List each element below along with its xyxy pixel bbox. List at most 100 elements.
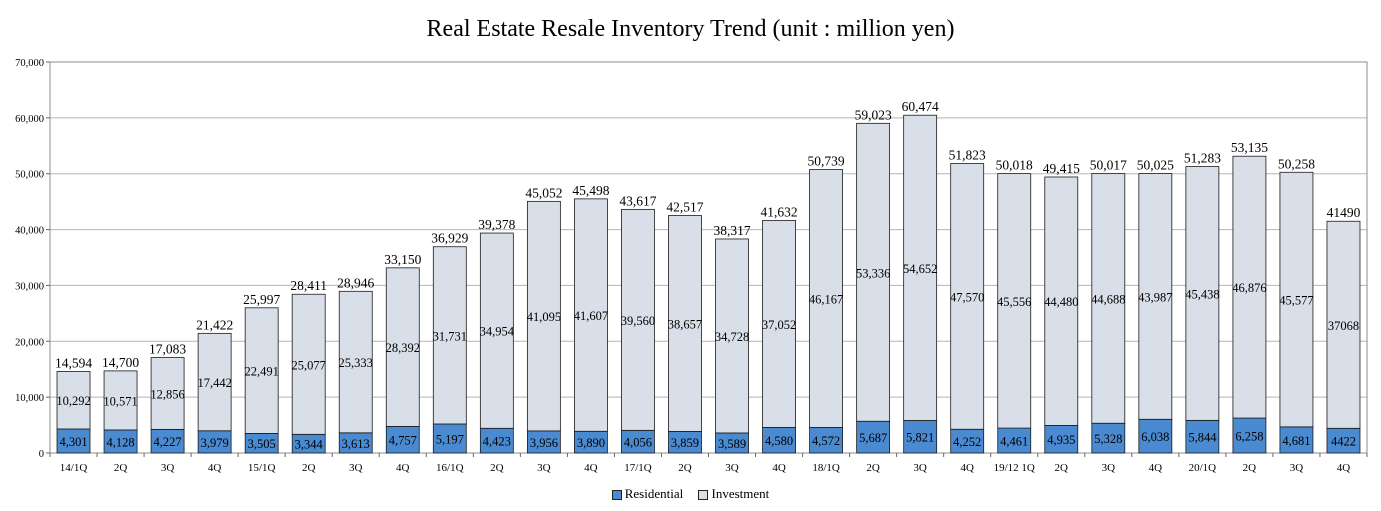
bar-investment [668, 215, 702, 432]
x-tick-label: 3Q [913, 462, 927, 474]
bar-investment [950, 163, 985, 430]
bar-residential [997, 427, 1032, 454]
data-label-total: 59,023 [855, 107, 892, 122]
bar-residential [1279, 426, 1314, 454]
data-label-residential: 4,580 [765, 434, 793, 448]
bar-investment [1185, 166, 1220, 421]
data-label-investment: 12,856 [150, 387, 184, 401]
data-label-total: 33,150 [384, 252, 421, 267]
data-label-residential: 3,505 [248, 437, 276, 451]
data-label-residential: 5,687 [859, 431, 887, 445]
bar-residential [1185, 419, 1220, 454]
data-label-residential: 4,572 [812, 434, 840, 448]
x-tick-label: 3Q [537, 462, 551, 474]
bar-investment [291, 293, 326, 435]
bar-investment [903, 114, 938, 421]
bar-investment [809, 169, 843, 428]
data-label-total: 51,823 [949, 148, 986, 163]
data-label-total: 28,946 [337, 275, 374, 290]
data-label-total: 14,700 [102, 355, 139, 370]
data-label-residential: 4,227 [154, 435, 182, 449]
legend: Residential Investment [0, 486, 1381, 502]
bar-investment [1326, 220, 1361, 429]
data-label-residential: 5,197 [436, 432, 464, 446]
data-label-investment: 10,571 [103, 394, 137, 408]
chart-title: Real Estate Resale Inventory Trend (unit… [426, 16, 955, 42]
data-label-investment: 34,728 [715, 330, 749, 344]
bar-investment [526, 200, 561, 432]
legend-item-residential: Residential [611, 486, 683, 502]
y-tick-label: 60,000 [15, 114, 44, 125]
data-label-total: 17,083 [149, 342, 186, 357]
x-tick-label: 3Q [1290, 462, 1304, 474]
data-label-investment: 45,438 [1185, 287, 1219, 301]
data-label-residential: 3,589 [718, 437, 746, 451]
data-label-investment: 17,442 [197, 376, 231, 390]
data-label-investment: 41,607 [574, 309, 608, 323]
data-label-investment: 43,987 [1138, 290, 1172, 304]
data-label-investment: 41,095 [527, 310, 561, 324]
bar-investment [1044, 176, 1079, 426]
bar-residential [856, 420, 891, 454]
data-label-investment: 54,652 [903, 262, 937, 276]
bar-investment [574, 198, 608, 432]
data-label-total: 50,017 [1090, 158, 1127, 173]
y-tick-label: 10,000 [15, 393, 44, 404]
bar-investment [432, 246, 467, 425]
bar-residential [809, 427, 843, 454]
x-tick-label: 19/12 1Q [994, 462, 1035, 474]
data-label-total: 21,422 [196, 317, 233, 332]
data-label-investment: 46,167 [809, 293, 843, 307]
data-label-total: 39,378 [478, 217, 515, 232]
data-label-residential: 4,461 [1000, 435, 1028, 449]
data-label-investment: 45,577 [1279, 294, 1313, 308]
data-label-total: 50,739 [808, 154, 845, 169]
bar-investment [56, 371, 91, 430]
legend-item-investment: Investment [698, 486, 769, 502]
x-tick-label: 2Q [678, 462, 692, 474]
data-label-residential: 4,681 [1282, 434, 1310, 448]
y-tick-label: 50,000 [15, 170, 44, 181]
bar-investment [1138, 173, 1173, 420]
data-label-residential: 4,056 [624, 436, 652, 450]
data-label-residential: 5,821 [906, 431, 934, 445]
data-label-residential: 4,757 [389, 434, 417, 448]
data-label-residential: 3,979 [201, 436, 229, 450]
data-label-residential: 3,859 [671, 436, 699, 450]
legend-label-investment: Investment [711, 486, 770, 501]
bar-investment [338, 290, 373, 434]
y-tick-label: 40,000 [15, 226, 44, 237]
data-label-total: 36,929 [431, 231, 468, 246]
data-label-investment: 38,657 [668, 317, 702, 331]
x-tick-label: 3Q [1102, 462, 1116, 474]
data-label-total: 28,411 [290, 278, 327, 293]
x-tick-label: 4Q [1337, 462, 1351, 474]
data-label-total: 45,498 [572, 183, 609, 198]
bar-investment [385, 267, 420, 427]
x-tick-label: 4Q [584, 462, 598, 474]
bar-investment [197, 332, 232, 432]
bar-investment [103, 370, 138, 431]
x-tick-label: 14/1Q [60, 462, 88, 474]
data-label-residential: 4,301 [59, 435, 87, 449]
bar-investment [1091, 173, 1126, 424]
data-label-total: 50,018 [996, 158, 1033, 173]
data-label-total: 49,415 [1043, 161, 1080, 176]
data-label-total: 43,617 [619, 193, 656, 208]
y-tick-label: 20,000 [15, 337, 44, 348]
data-label-investment: 22,491 [244, 365, 278, 379]
data-label-residential: 5,328 [1094, 432, 1122, 446]
data-label-total: 42,517 [666, 200, 703, 215]
data-label-investment: 37,052 [762, 318, 796, 332]
bar-investment [621, 208, 655, 431]
data-label-total: 41,632 [760, 204, 797, 219]
x-tick-label: 2Q [114, 462, 128, 474]
x-tick-label: 4Q [772, 462, 786, 474]
x-tick-label: 2Q [490, 462, 504, 474]
data-label-investment: 25,077 [292, 358, 326, 372]
bar-investment [244, 307, 279, 434]
data-label-total: 41490 [1327, 205, 1361, 220]
x-tick-label: 2Q [302, 462, 316, 474]
data-label-residential: 4422 [1331, 435, 1356, 449]
data-label-total: 14,594 [55, 355, 92, 370]
